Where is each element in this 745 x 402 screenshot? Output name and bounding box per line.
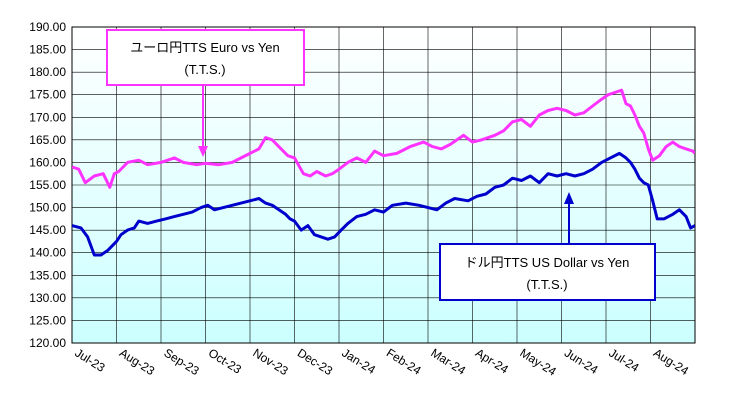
y-tick-label: 185.00 — [29, 43, 66, 57]
x-tick-label: Jan-24 — [339, 346, 378, 377]
x-tick-label: Aug-24 — [651, 346, 692, 379]
x-tick-label: Jul-23 — [72, 346, 107, 375]
y-tick-label: 155.00 — [29, 178, 66, 192]
x-tick-label: Sep-23 — [161, 346, 202, 379]
grid-lines — [72, 26, 695, 344]
euro-callout-arrow-head — [198, 146, 208, 157]
x-tick-label: Jul-24 — [606, 346, 641, 375]
x-tick-label: Mar-24 — [428, 346, 468, 378]
y-tick-label: 170.00 — [29, 110, 66, 124]
x-tick-label: Apr-24 — [473, 346, 511, 377]
x-tick-label: Nov-23 — [250, 346, 291, 379]
x-tick-label: Oct-23 — [206, 346, 244, 377]
usd-callout-line-2: (T.T.S.) — [526, 277, 567, 292]
y-tick-label: 140.00 — [29, 246, 66, 260]
y-tick-label: 125.00 — [29, 313, 66, 327]
euro-callout-line-2: (T.T.S.) — [184, 62, 225, 77]
x-tick-label: Aug-23 — [117, 346, 158, 379]
euro-callout-box — [106, 29, 305, 86]
y-tick-label: 190.00 — [29, 20, 66, 34]
y-tick-label: 180.00 — [29, 65, 66, 79]
y-tick-label: 150.00 — [29, 201, 66, 215]
y-tick-label: 130.00 — [29, 291, 66, 305]
usd-callout-arrow-head — [564, 192, 574, 204]
y-tick-label: 165.00 — [29, 133, 66, 147]
y-tick-label: 175.00 — [29, 88, 66, 102]
x-tick-label: Feb-24 — [384, 346, 424, 378]
y-axis-tick-labels: 190.00 185.00 180.00 175.00 170.00 165.00 160.… — [29, 20, 66, 350]
euro-yen-line — [72, 88, 695, 189]
x-axis-tick-labels: Jul-23 Aug-23 Sep-23 Oct-23 Nov-23 Dec-23 Jan-… — [72, 346, 691, 379]
usd-callout-line-1: ドル円TTS US Dollar vs Yen — [465, 255, 630, 270]
x-tick-label: Dec-23 — [295, 346, 336, 379]
euro-callout-line-1: ユーロ円TTS Euro vs Yen — [130, 40, 280, 55]
usd-yen-line — [72, 151, 695, 257]
y-tick-label: 120.00 — [29, 336, 66, 350]
y-tick-label: 145.00 — [29, 223, 66, 237]
euro-callout: ユーロ円TTS Euro vs Yen (T.T.S.) — [106, 29, 305, 157]
x-tick-label: Jun-24 — [562, 346, 601, 377]
usd-callout-box — [439, 243, 656, 301]
x-tick-label: May-24 — [517, 346, 559, 379]
y-tick-label: 160.00 — [29, 155, 66, 169]
usd-callout: ドル円TTS US Dollar vs Yen (T.T.S.) — [439, 192, 656, 301]
series-lines — [72, 88, 695, 257]
y-tick-label: 135.00 — [29, 268, 66, 282]
